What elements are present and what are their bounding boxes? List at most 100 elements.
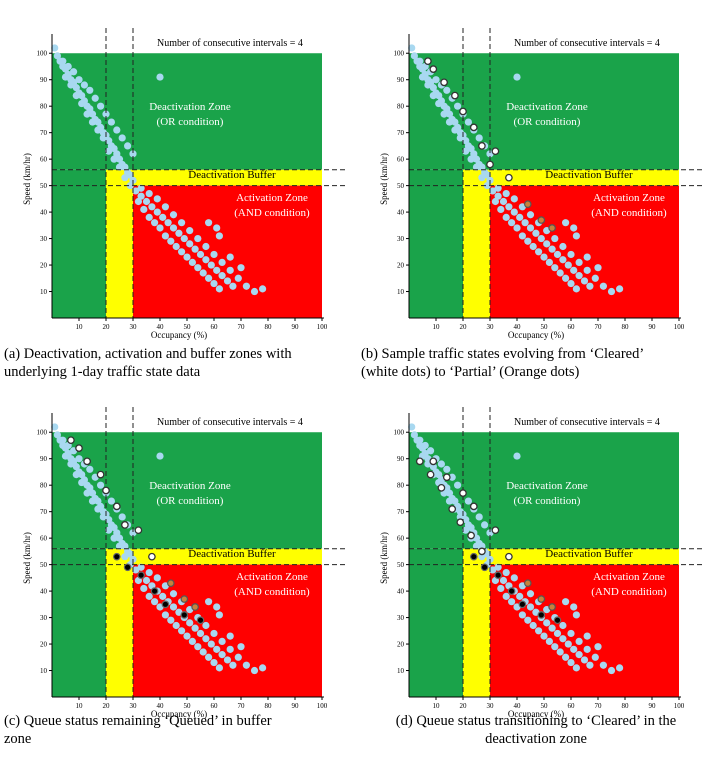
data-point xyxy=(497,584,505,593)
black-marker xyxy=(518,600,527,609)
data-point xyxy=(113,126,121,134)
y-tick-label: 90 xyxy=(397,455,405,463)
white-marker xyxy=(505,552,513,561)
activation-zone xyxy=(133,185,322,318)
white-marker xyxy=(75,444,83,452)
data-point xyxy=(99,134,107,142)
data-point xyxy=(451,497,459,505)
data-point xyxy=(429,84,437,92)
deactivation-zone-sublabel: (OR condition) xyxy=(514,116,581,128)
data-point xyxy=(483,171,491,179)
data-point xyxy=(559,635,567,643)
data-point xyxy=(537,234,545,243)
y-tick-label: 80 xyxy=(397,103,405,111)
intervals-annotation: Number of consecutive intervals = 4 xyxy=(514,417,660,428)
data-point xyxy=(107,497,115,505)
data-point xyxy=(408,44,416,52)
data-point xyxy=(502,189,510,198)
data-point xyxy=(526,590,535,598)
data-point xyxy=(156,73,164,81)
data-point xyxy=(234,274,242,282)
orange-marker xyxy=(180,595,189,603)
data-point xyxy=(172,621,180,630)
data-point xyxy=(105,147,113,155)
data-point xyxy=(518,611,526,619)
data-point xyxy=(59,436,67,444)
data-point xyxy=(126,171,134,179)
data-point xyxy=(553,629,562,638)
white-marker xyxy=(469,123,478,132)
data-point xyxy=(91,94,99,102)
intervals-annotation: Number of consecutive intervals = 4 xyxy=(157,38,303,49)
data-point xyxy=(440,110,448,118)
x-tick-label: 100 xyxy=(674,323,685,331)
data-point xyxy=(124,142,132,150)
activation-zone-sublabel: (AND condition) xyxy=(591,586,667,598)
data-point xyxy=(218,272,226,280)
data-point xyxy=(210,279,218,288)
intervals-annotation: Number of consecutive intervals = 4 xyxy=(157,417,303,428)
data-point xyxy=(215,611,223,619)
data-point xyxy=(551,643,559,651)
data-point xyxy=(213,224,221,232)
data-point xyxy=(72,463,80,471)
y-axis-label: Speed (km/hr) xyxy=(379,532,389,584)
data-point xyxy=(526,224,535,232)
data-point xyxy=(529,242,537,251)
y-tick-label: 70 xyxy=(40,129,48,137)
data-point xyxy=(186,227,194,235)
y-tick-label: 90 xyxy=(40,455,48,463)
data-point xyxy=(478,174,486,182)
x-tick-label: 40 xyxy=(514,323,522,331)
chart-b: 10 10 20 20 30 30 40 40 50 50 60 60 70 70 80 80 90 90 100 1… xyxy=(379,28,705,340)
data-point xyxy=(424,81,432,89)
caption-b: (b) Sample traffic states evolving from … xyxy=(361,346,645,380)
data-point xyxy=(475,513,483,521)
white-marker xyxy=(451,91,459,100)
data-point xyxy=(540,253,548,261)
data-point xyxy=(548,245,556,253)
y-tick-label: 30 xyxy=(40,235,48,243)
data-point xyxy=(491,197,499,206)
x-tick-label: 40 xyxy=(157,323,165,331)
data-point xyxy=(562,219,570,227)
scatter-points xyxy=(51,44,267,296)
data-point xyxy=(583,645,591,653)
data-point xyxy=(229,661,237,669)
data-point xyxy=(191,245,199,253)
x-tick-label: 60 xyxy=(568,702,576,710)
data-point xyxy=(445,489,454,497)
y-tick-label: 20 xyxy=(397,262,405,270)
data-point xyxy=(572,232,580,240)
data-point xyxy=(196,250,205,259)
panel-b: 10 10 20 20 30 30 40 40 50 50 60 60 70 70 80 80 90 90 100 1… xyxy=(357,0,714,380)
data-point xyxy=(53,431,62,439)
data-point xyxy=(205,219,213,227)
data-point xyxy=(178,219,186,227)
white-marker xyxy=(459,489,467,497)
data-point xyxy=(526,211,535,219)
data-point xyxy=(129,150,137,158)
deactivation-zone-sublabel: (OR condition) xyxy=(157,116,224,128)
y-tick-label: 10 xyxy=(40,667,48,675)
x-tick-label: 10 xyxy=(76,702,84,710)
data-point xyxy=(443,86,451,94)
data-point xyxy=(521,219,529,227)
caption-c: (c) Queue status remaining ‘Queued’ in b… xyxy=(4,713,272,747)
data-point xyxy=(213,266,221,274)
data-point xyxy=(118,513,126,521)
data-point xyxy=(535,248,543,256)
data-point xyxy=(175,229,183,237)
data-point xyxy=(226,253,234,261)
data-point xyxy=(229,282,237,290)
data-point xyxy=(575,272,583,280)
data-point xyxy=(164,219,172,227)
data-point xyxy=(427,447,435,455)
data-point xyxy=(199,648,207,656)
data-point xyxy=(570,603,578,611)
y-tick-label: 50 xyxy=(40,561,48,569)
data-point xyxy=(151,219,159,227)
y-tick-label: 70 xyxy=(397,129,405,137)
data-point xyxy=(545,258,553,266)
data-point xyxy=(435,471,443,479)
